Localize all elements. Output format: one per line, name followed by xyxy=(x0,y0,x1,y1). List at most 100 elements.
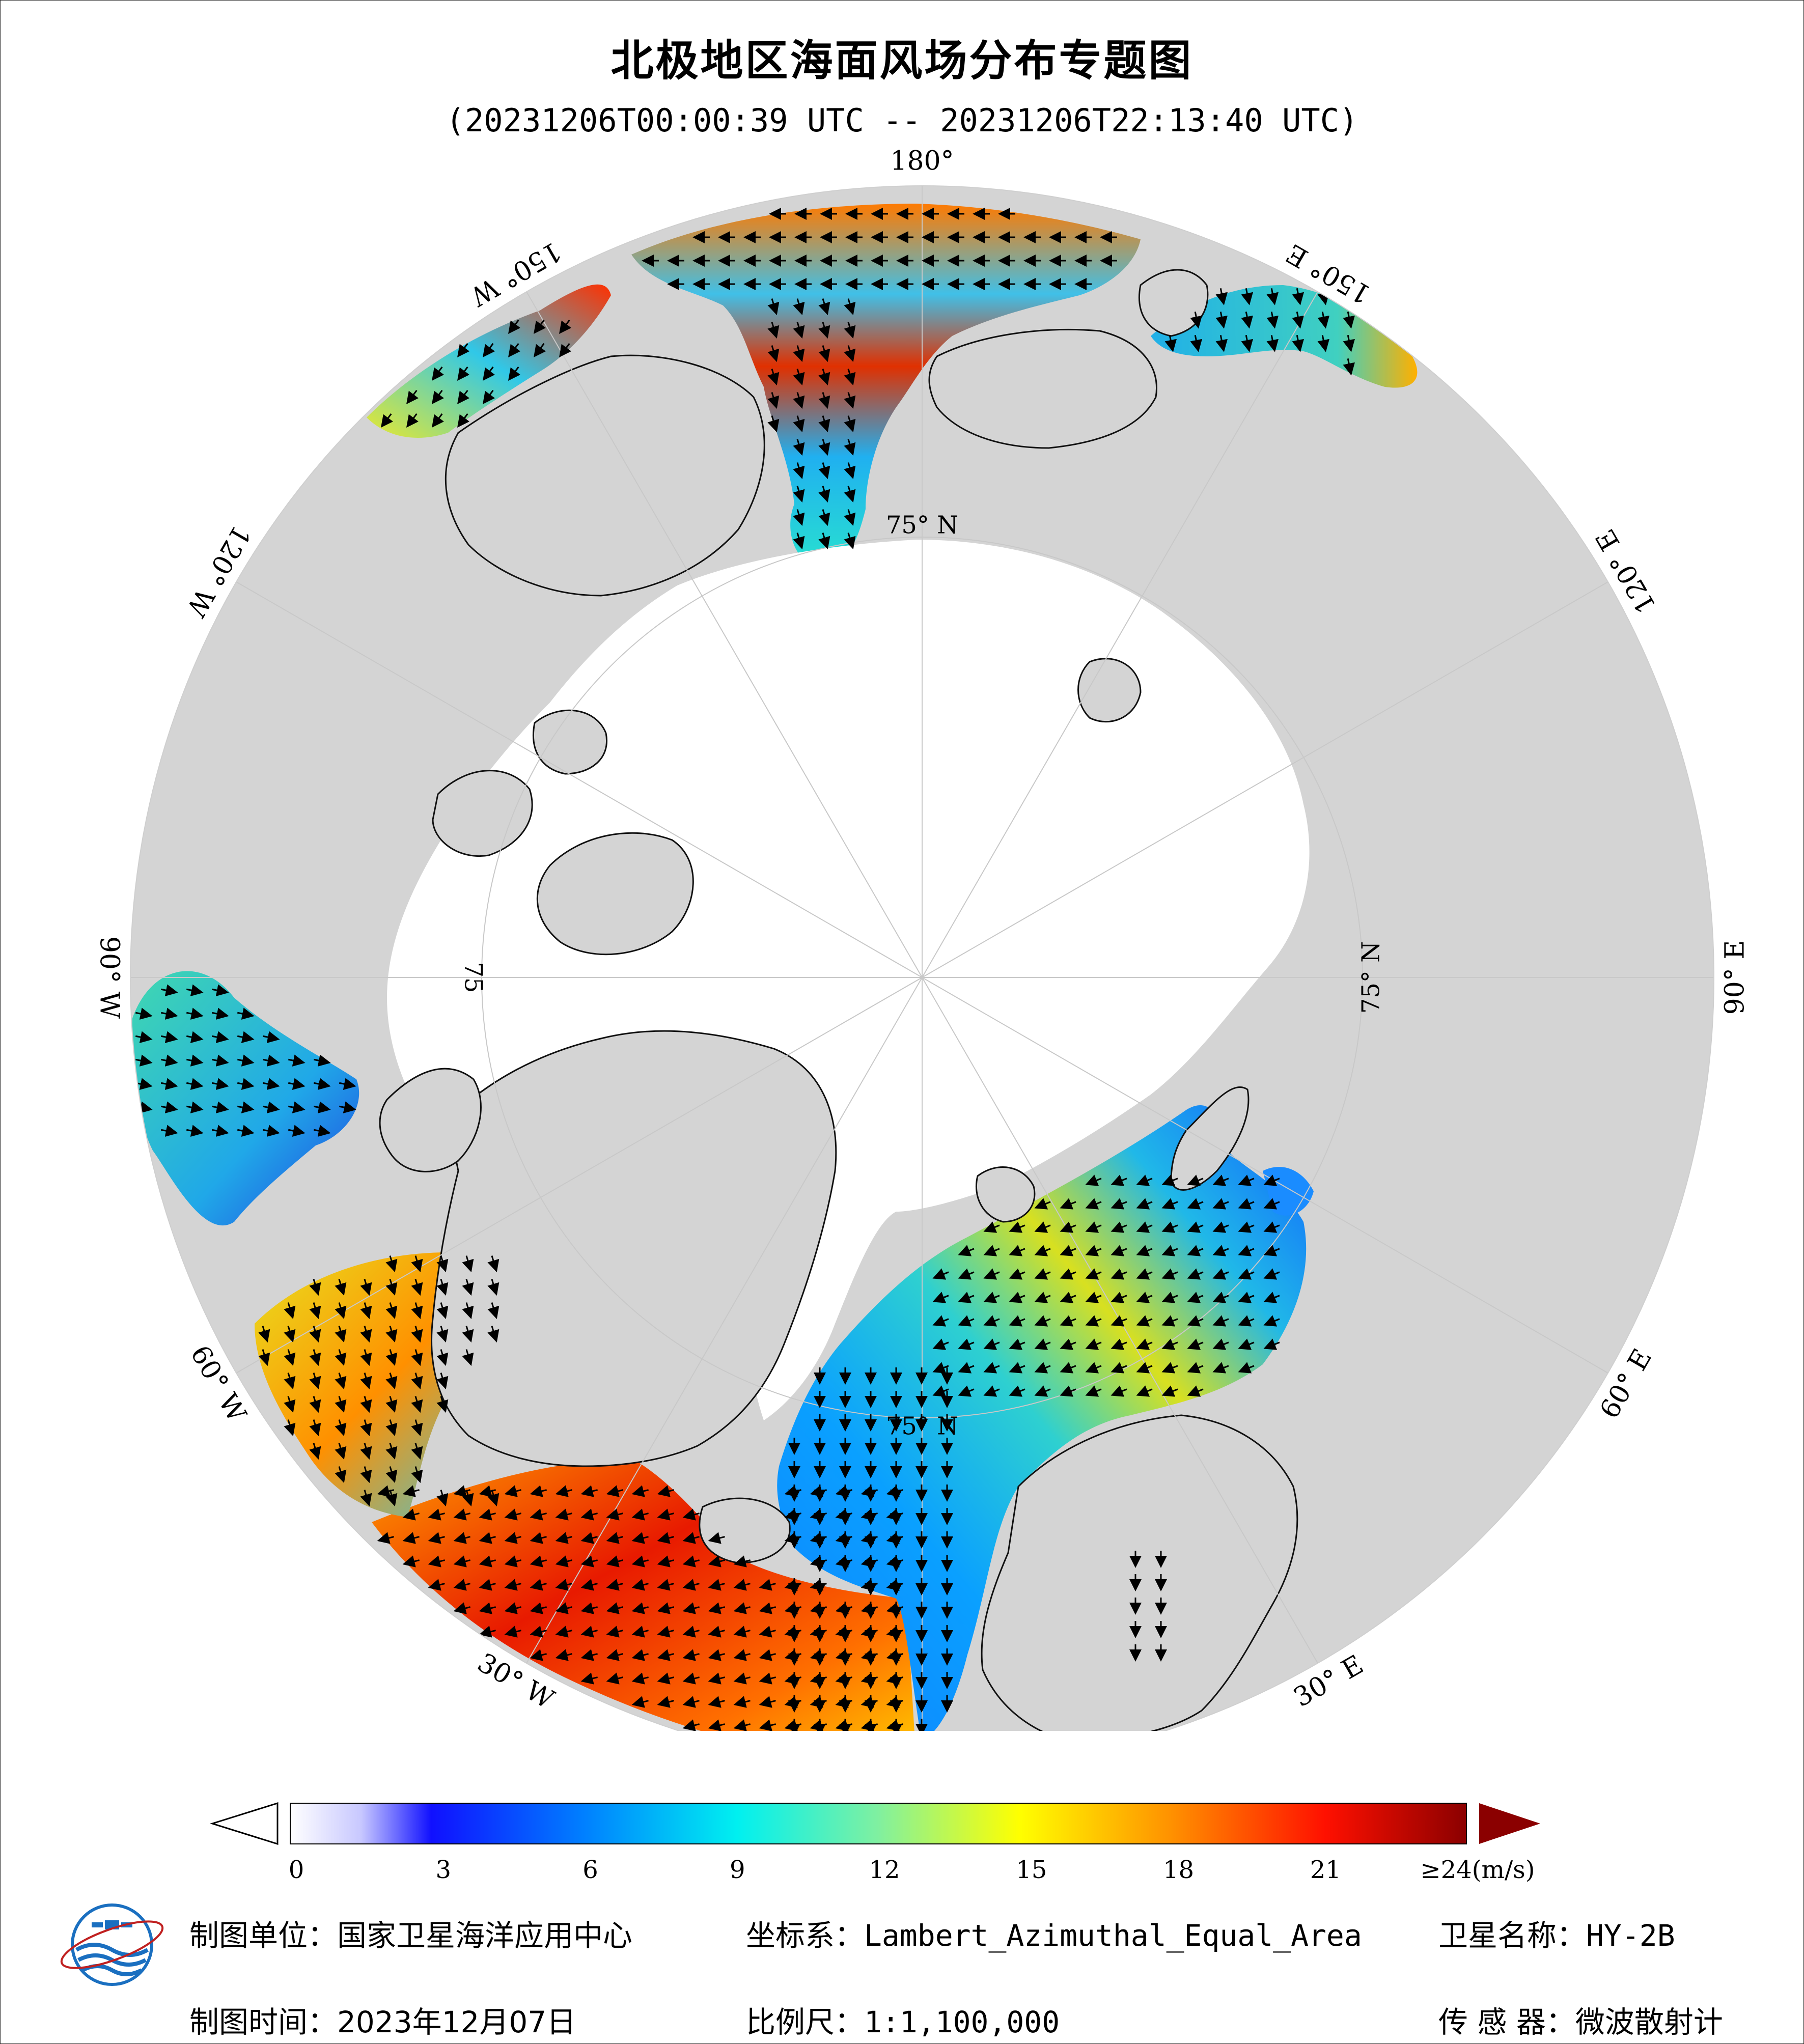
wind-arrow xyxy=(313,1054,331,1067)
graticule xyxy=(130,186,1714,1731)
wind-arrow xyxy=(580,1508,598,1521)
wind-arrow xyxy=(932,1338,949,1350)
wind-arrow xyxy=(767,415,780,433)
wind-arrow xyxy=(1034,1362,1051,1374)
wind-arrow xyxy=(818,415,830,433)
wind-arrow xyxy=(1212,1245,1229,1256)
wind-arrow xyxy=(1212,1315,1229,1327)
wind-arrow xyxy=(1263,1221,1280,1233)
map-scale-value: 1:1,100,000 xyxy=(864,2005,1060,2039)
wind-arrow xyxy=(462,1255,474,1273)
wind-arrow xyxy=(733,1626,751,1638)
coordinate-system: 坐标系：Lambert_Azimuthal_Equal_Area xyxy=(746,1912,1362,1954)
map-scale-label: 比例尺： xyxy=(746,2005,865,2039)
wind-arrow xyxy=(411,1302,423,1320)
wind-arrow xyxy=(1215,311,1228,329)
wind-speed-colorbar xyxy=(209,1802,1540,1845)
wind-arrow xyxy=(844,439,856,456)
wind-arrow xyxy=(1187,1174,1204,1186)
wind-arrow xyxy=(1212,1268,1229,1280)
wind-arrow xyxy=(237,1078,255,1090)
wind-arrow xyxy=(411,1326,423,1343)
wind-arrow xyxy=(818,509,830,526)
wind-arrow xyxy=(580,1602,598,1614)
wind-arrow xyxy=(186,1101,204,1113)
wind-arrow xyxy=(793,486,805,503)
coordinate-system-value: Lambert_Azimuthal_Equal_Area xyxy=(864,1918,1362,1953)
wind-arrow xyxy=(631,1508,649,1521)
wind-arrow xyxy=(1085,1268,1102,1280)
wind-arrow xyxy=(309,1326,321,1343)
wind-arrow xyxy=(767,392,780,409)
wind-arrow xyxy=(793,392,805,409)
wind-arrow xyxy=(482,389,495,405)
wind-arrow xyxy=(844,322,856,339)
sensor: 传 感 器：微波散射计 xyxy=(1438,1998,1723,2041)
wind-arrow xyxy=(411,1419,423,1437)
wind-arrow xyxy=(1085,1198,1102,1210)
wind-arrow xyxy=(1215,288,1228,305)
wind-arrow xyxy=(186,1007,204,1020)
wind-arrow xyxy=(504,1532,521,1544)
wind-arrow xyxy=(533,343,546,358)
greenland-land xyxy=(431,1030,837,1467)
wind-arrow xyxy=(932,1268,949,1280)
wind-arrow xyxy=(237,1101,255,1113)
wind-arrow xyxy=(818,345,830,362)
wind-arrow xyxy=(1164,334,1177,352)
wind-arrow xyxy=(1161,1198,1178,1210)
wind-arrow xyxy=(983,1385,1000,1397)
wind-arrow xyxy=(1111,1221,1127,1233)
wind-arrow xyxy=(818,369,830,386)
colorbar-tick-label: 6 xyxy=(582,1856,598,1884)
wind-arrow xyxy=(555,1649,572,1661)
wind-arrow xyxy=(1161,1315,1178,1327)
wind-arrow xyxy=(733,1719,751,1731)
satellite-name: 卫星名称：HY-2B xyxy=(1438,1912,1675,1954)
wind-arrow xyxy=(1009,1338,1025,1350)
wind-arrow xyxy=(682,1696,700,1708)
wind-arrow xyxy=(1161,1245,1178,1256)
wind-arrow xyxy=(1060,1198,1076,1210)
wind-arrow xyxy=(1060,1338,1076,1350)
wind-arrow xyxy=(708,1672,725,1685)
wind-arrow xyxy=(844,345,856,362)
wind-arrow xyxy=(385,1466,398,1483)
severnaya-zemlya-land xyxy=(1077,658,1142,723)
wind-arrow xyxy=(335,1396,347,1413)
wind-arrow xyxy=(555,1508,572,1521)
wind-arrow xyxy=(844,415,856,433)
wind-arrow xyxy=(733,1602,751,1614)
wind-arrow xyxy=(1238,1315,1255,1327)
wind-arrow xyxy=(1190,334,1202,352)
wind-arrow xyxy=(487,1302,499,1320)
wind-arrow xyxy=(508,343,520,358)
wind-arrow xyxy=(377,1532,394,1544)
wind-arrow xyxy=(1317,311,1329,329)
wind-arrow xyxy=(1238,1268,1255,1280)
wind-arrow xyxy=(402,1508,420,1521)
wind-arrow xyxy=(932,1292,949,1303)
wind-arrow xyxy=(844,462,856,480)
wind-arrow xyxy=(160,1007,178,1020)
wind-arrow xyxy=(360,1443,372,1460)
wind-arrow xyxy=(335,1373,347,1390)
wind-arrow xyxy=(1009,1268,1025,1280)
wind-arrow xyxy=(453,1485,470,1497)
coordinate-system-label: 坐标系： xyxy=(746,1918,865,1953)
map-unit: 制图单位：国家卫星海洋应用中心 xyxy=(189,1912,632,1954)
page-title: 北极地区海面风场分布专题图 xyxy=(610,36,1194,86)
wind-arrow xyxy=(606,1508,623,1521)
wind-arrow xyxy=(1136,1338,1153,1350)
wind-arrow xyxy=(1161,1385,1178,1397)
wind-arrow xyxy=(313,1078,331,1090)
wind-arrow xyxy=(508,366,520,381)
wind-arrow xyxy=(1034,1315,1051,1327)
colorbar-tick-label: 9 xyxy=(729,1856,745,1884)
latitude-label: 75 xyxy=(459,962,488,993)
wind-arrow xyxy=(818,322,830,339)
wind-arrow xyxy=(335,1279,347,1296)
wind-arrow xyxy=(462,1490,474,1507)
colorbar-gradient xyxy=(290,1803,1467,1844)
wind-arrow xyxy=(479,1508,496,1521)
